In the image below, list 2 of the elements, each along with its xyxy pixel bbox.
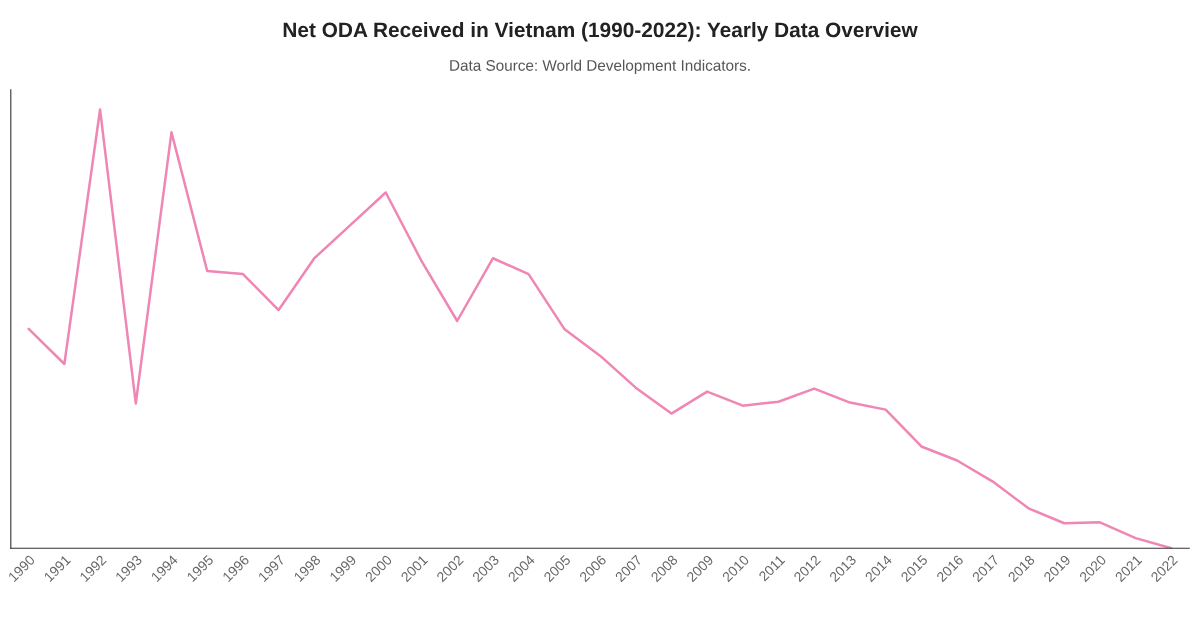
chart-subtitle: Data Source: World Development Indicators. bbox=[450, 59, 750, 74]
chart-title: Net ODA Received in Vietnam (1990-2022): Yearly Data Overview bbox=[283, 21, 918, 42]
